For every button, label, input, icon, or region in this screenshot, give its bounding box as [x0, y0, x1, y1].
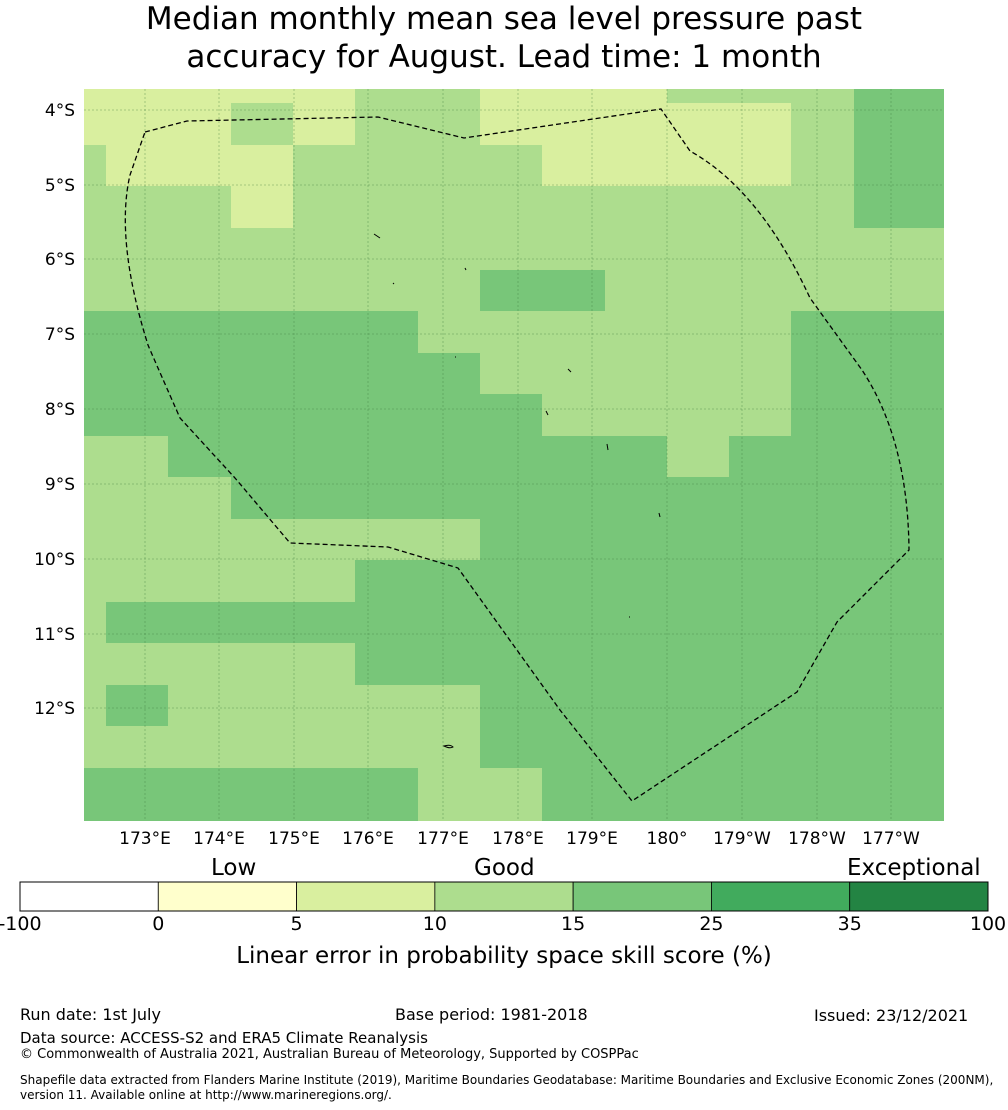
- lat-label-2: 6°S: [45, 250, 75, 270]
- lat-label-4: 8°S: [45, 400, 75, 420]
- lat-label-5: 9°S: [45, 475, 75, 495]
- eez-boundary: [124, 108, 910, 802]
- colorbar: [19, 881, 989, 912]
- colorbar-category-exceptional: Exceptional: [847, 855, 981, 881]
- skill-cells: [84, 89, 944, 821]
- island-2: [464, 267, 467, 271]
- colorbar-swatch-4: [572, 881, 712, 912]
- colorbar-tick-1: 0: [152, 913, 165, 935]
- lon-label-0: 173°E: [119, 829, 171, 849]
- skill-region-7: [106, 602, 355, 643]
- colorbar-label: Linear error in probability space skill …: [236, 943, 772, 969]
- lon-label-10: 177°W: [862, 829, 920, 849]
- colorbar-frame: [19, 881, 989, 912]
- data-source: Data source: ACCESS-S2 and ERA5 Climate …: [20, 1029, 428, 1047]
- skill-region-south: [418, 768, 542, 809]
- lon-label-5: 178°E: [492, 829, 544, 849]
- longitude-labels: 173°E 174°E 175°E 176°E 177°E 178°E 179°E 180° 1…: [119, 829, 920, 849]
- island-0: [373, 233, 381, 239]
- lon-label-7: 180°: [647, 829, 688, 849]
- lat-label-1: 5°S: [45, 176, 75, 196]
- lat-label-6: 10°S: [34, 550, 75, 570]
- map-title: Median monthly mean sea level pressure p…: [0, 0, 1008, 76]
- latitude-labels: 4°S 5°S 6°S 7°S 8°S 9°S 10°S 11°S 12°S: [34, 101, 75, 719]
- lat-label-8: 12°S: [34, 699, 75, 719]
- colorbar-swatch-1: [157, 881, 297, 912]
- colorbar-tick-4: 15: [561, 913, 586, 935]
- skill-region-9: [84, 768, 418, 821]
- colorbar-category-low: Low: [211, 855, 257, 881]
- lon-label-1: 174°E: [193, 829, 245, 849]
- skill-region-8: [106, 685, 168, 726]
- copyright: © Commonwealth of Australia 2021, Austra…: [20, 1047, 639, 1062]
- island-9: [442, 744, 454, 749]
- lat-label-7: 11°S: [34, 625, 75, 645]
- colorbar-swatch-6: [849, 881, 989, 912]
- skill-region-0: [84, 89, 355, 145]
- base-period: Base period: 1981-2018: [395, 1005, 588, 1024]
- shapefile-credit-line2: version 11. Available online at http://w…: [20, 1088, 392, 1102]
- map-title-line1: Median monthly mean sea level pressure p…: [145, 1, 863, 37]
- lon-label-6: 179°E: [566, 829, 618, 849]
- colorbar-tick-5: 25: [699, 913, 724, 935]
- skill-region-2: [480, 89, 791, 186]
- lon-label-2: 175°E: [268, 829, 320, 849]
- colorbar-swatch-2: [296, 881, 436, 912]
- island-outlines: [373, 233, 661, 749]
- island-6: [606, 443, 609, 451]
- colorbar-tick-3: 10: [422, 913, 447, 935]
- skill-region-patch: [667, 436, 729, 477]
- run-date: Run date: 1st July: [20, 1005, 161, 1024]
- lon-label-4: 177°E: [417, 829, 469, 849]
- island-1: [392, 282, 395, 285]
- map-title-line2: accuracy for August. Lead time: 1 month: [186, 39, 822, 75]
- colorbar-tick-2: 5: [290, 913, 303, 935]
- skill-region-4: [854, 89, 944, 228]
- shapefile-credit-line1: Shapefile data extracted from Flanders M…: [20, 1073, 994, 1087]
- colorbar-swatch-3: [434, 881, 574, 912]
- skill-region-5: [480, 270, 605, 311]
- skill-region-1: [106, 145, 293, 228]
- island-5: [545, 410, 549, 416]
- island-7: [658, 512, 661, 518]
- colorbar-swatch-5: [711, 881, 851, 912]
- colorbar-tick-7: 100: [969, 913, 1007, 935]
- lon-label-3: 176°E: [342, 829, 394, 849]
- lat-label-0: 4°S: [45, 101, 75, 121]
- lon-label-8: 179°W: [713, 829, 771, 849]
- colorbar-category-good: Good: [474, 855, 535, 881]
- issued-date: Issued: 23/12/2021: [814, 1006, 969, 1025]
- map-gridlines: [84, 89, 944, 821]
- lat-label-3: 7°S: [45, 325, 75, 345]
- colorbar-swatch-0: [19, 881, 159, 912]
- colorbar-tick-6: 35: [837, 913, 862, 935]
- island-4: [567, 368, 572, 373]
- colorbar-tick-0: -100: [0, 913, 42, 935]
- lon-label-9: 178°W: [788, 829, 846, 849]
